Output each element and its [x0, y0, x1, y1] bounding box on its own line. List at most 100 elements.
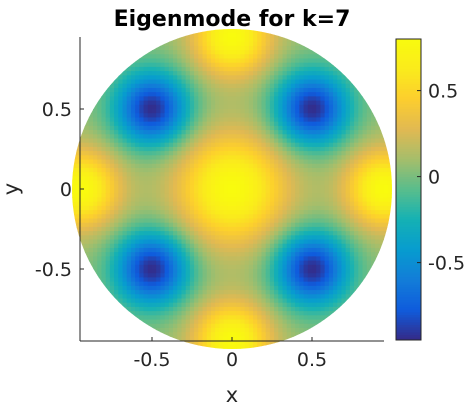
heatmap-cell: [375, 134, 380, 140]
heatmap-cell: [253, 87, 258, 93]
colorbar-swatch: [396, 277, 421, 281]
heatmap-cell: [307, 290, 313, 295]
heatmap-cell: [147, 83, 153, 89]
colorbar-swatch: [396, 94, 421, 98]
heatmap-cell: [333, 75, 338, 81]
heatmap-cell: [101, 155, 107, 161]
heatmap-cell: [236, 45, 242, 51]
heatmap-cell: [168, 45, 174, 51]
heatmap-cell: [147, 252, 153, 257]
heatmap-cell: [362, 104, 368, 110]
heatmap-cell: [345, 96, 351, 102]
heatmap-cell: [164, 323, 170, 329]
heatmap-cell: [156, 315, 162, 321]
colorbar-swatch: [396, 204, 421, 208]
heatmap-cell: [114, 210, 119, 215]
heatmap-cell: [177, 336, 183, 342]
heatmap-cell: [101, 235, 107, 241]
heatmap-cell: [370, 176, 376, 182]
heatmap-cell: [105, 142, 111, 148]
heatmap-cell: [333, 210, 338, 215]
heatmap-cell: [139, 180, 145, 186]
heatmap-cell: [109, 184, 115, 190]
heatmap-cell: [185, 243, 191, 249]
heatmap-cell: [333, 159, 338, 165]
heatmap-cell: [130, 113, 136, 119]
heatmap-cell: [122, 117, 128, 123]
heatmap-cell: [274, 290, 279, 295]
heatmap-cell: [362, 243, 368, 249]
heatmap-cell: [232, 41, 237, 47]
heatmap-cell: [333, 231, 338, 236]
heatmap-cell: [164, 239, 170, 245]
heatmap-cell: [223, 155, 229, 161]
heatmap-cell: [337, 264, 343, 270]
heatmap-cell: [274, 184, 279, 190]
heatmap-cell: [248, 323, 254, 329]
heatmap-cell: [156, 285, 162, 291]
heatmap-cell: [299, 138, 305, 144]
heatmap-cell: [181, 298, 187, 304]
heatmap-cell: [118, 226, 124, 232]
heatmap-cell: [114, 205, 119, 211]
heatmap-cell: [97, 113, 103, 119]
heatmap-cell: [101, 104, 107, 110]
heatmap-cell: [236, 193, 242, 199]
heatmap-cell: [168, 54, 174, 60]
heatmap-cell: [358, 87, 364, 93]
heatmap-cell: [354, 146, 359, 152]
colorbar-swatch: [396, 294, 421, 298]
heatmap-cell: [248, 327, 254, 333]
heatmap-cell: [387, 218, 392, 224]
heatmap-cell: [126, 290, 132, 295]
heatmap-cell: [194, 138, 199, 144]
heatmap-cell: [147, 159, 153, 165]
heatmap-cell: [341, 197, 347, 203]
heatmap-cell: [173, 210, 178, 215]
heatmap-cell: [370, 239, 376, 245]
heatmap-cell: [375, 121, 380, 127]
heatmap-cell: [156, 180, 162, 186]
heatmap-cell: [345, 273, 351, 279]
heatmap-cell: [198, 71, 204, 76]
heatmap-cell: [101, 134, 107, 140]
heatmap-cell: [307, 222, 313, 228]
heatmap-cell: [358, 151, 364, 156]
heatmap-cell: [253, 285, 258, 291]
heatmap-cell: [253, 37, 258, 43]
heatmap-cell: [278, 264, 284, 270]
heatmap-cell: [152, 62, 157, 68]
heatmap-cell: [316, 205, 322, 211]
heatmap-cell: [177, 184, 183, 190]
heatmap-cell: [290, 205, 296, 211]
heatmap-cell: [227, 239, 233, 245]
heatmap-cell: [286, 58, 292, 64]
heatmap-cell: [232, 96, 237, 102]
heatmap-cell: [362, 226, 368, 232]
heatmap-cell: [101, 277, 107, 283]
heatmap-cell: [312, 100, 317, 106]
heatmap-cell: [236, 83, 242, 89]
heatmap-cell: [93, 277, 98, 283]
heatmap-cell: [282, 323, 288, 329]
heatmap-cell: [105, 226, 111, 232]
heatmap-cell: [265, 332, 271, 337]
heatmap-cell: [118, 117, 124, 123]
heatmap-cell: [135, 193, 140, 199]
heatmap-cell: [210, 172, 216, 177]
heatmap-cell: [118, 214, 124, 220]
heatmap-cell: [316, 269, 322, 274]
heatmap-cell: [219, 113, 225, 119]
heatmap-cell: [219, 302, 225, 308]
heatmap-cell: [93, 273, 98, 279]
heatmap-cell: [135, 218, 140, 224]
heatmap-cell: [261, 247, 267, 253]
heatmap-cell: [307, 252, 313, 257]
heatmap-cell: [139, 294, 145, 300]
heatmap-cell: [316, 104, 322, 110]
colorbar-swatch: [396, 244, 421, 248]
heatmap-cell: [257, 125, 263, 131]
heatmap-cell: [206, 193, 212, 199]
heatmap-cell: [156, 277, 162, 283]
heatmap-cell: [333, 189, 338, 194]
